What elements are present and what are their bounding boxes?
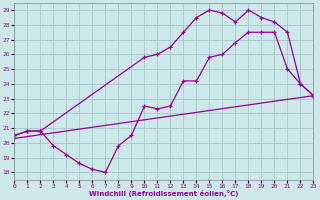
- X-axis label: Windchill (Refroidissement éolien,°C): Windchill (Refroidissement éolien,°C): [89, 190, 239, 197]
